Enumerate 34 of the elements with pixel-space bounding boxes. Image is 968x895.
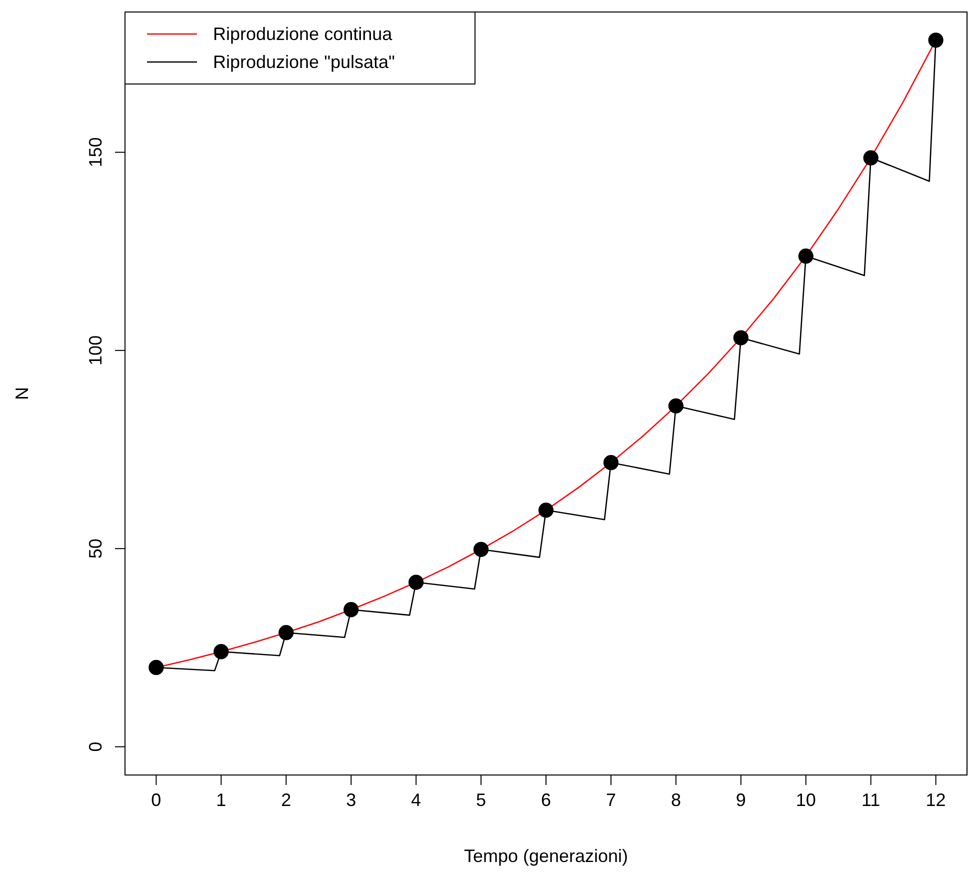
x-tick-label: 9 <box>736 790 746 810</box>
legend-label: Riproduzione "pulsata" <box>213 52 395 72</box>
y-tick-label: 0 <box>86 742 106 752</box>
x-tick-label: 4 <box>411 790 422 810</box>
x-axis-title: Tempo (generazioni) <box>464 846 628 866</box>
point <box>798 248 814 264</box>
point <box>473 542 489 557</box>
point <box>408 574 424 590</box>
point <box>603 455 619 470</box>
y-axis-title: N <box>12 387 32 400</box>
x-tick-label: 6 <box>540 790 552 810</box>
legend-label: Riproduzione continua <box>213 24 394 44</box>
point <box>278 625 294 640</box>
point <box>668 398 684 414</box>
x-tick-label: 2 <box>281 790 292 810</box>
x-tick-label: 5 <box>476 790 486 810</box>
x-tick-label: 7 <box>606 790 616 810</box>
x-tick-label: 11 <box>862 790 880 810</box>
x-tick-label: 12 <box>926 790 946 810</box>
point <box>928 32 944 48</box>
point <box>344 602 359 618</box>
x-tick-label: 10 <box>796 790 816 810</box>
y-tick-label: 50 <box>86 538 106 559</box>
x-tick-label: 3 <box>346 790 356 810</box>
y-tick-label: 150 <box>86 137 106 168</box>
y-tick-label: 100 <box>86 335 106 366</box>
x-tick-label: 8 <box>670 790 681 810</box>
point <box>733 330 748 346</box>
point <box>538 502 554 518</box>
point <box>863 150 878 166</box>
point <box>214 644 229 660</box>
point <box>148 660 164 676</box>
x-tick-label: 0 <box>151 790 162 810</box>
x-tick-label: 1 <box>216 790 226 810</box>
